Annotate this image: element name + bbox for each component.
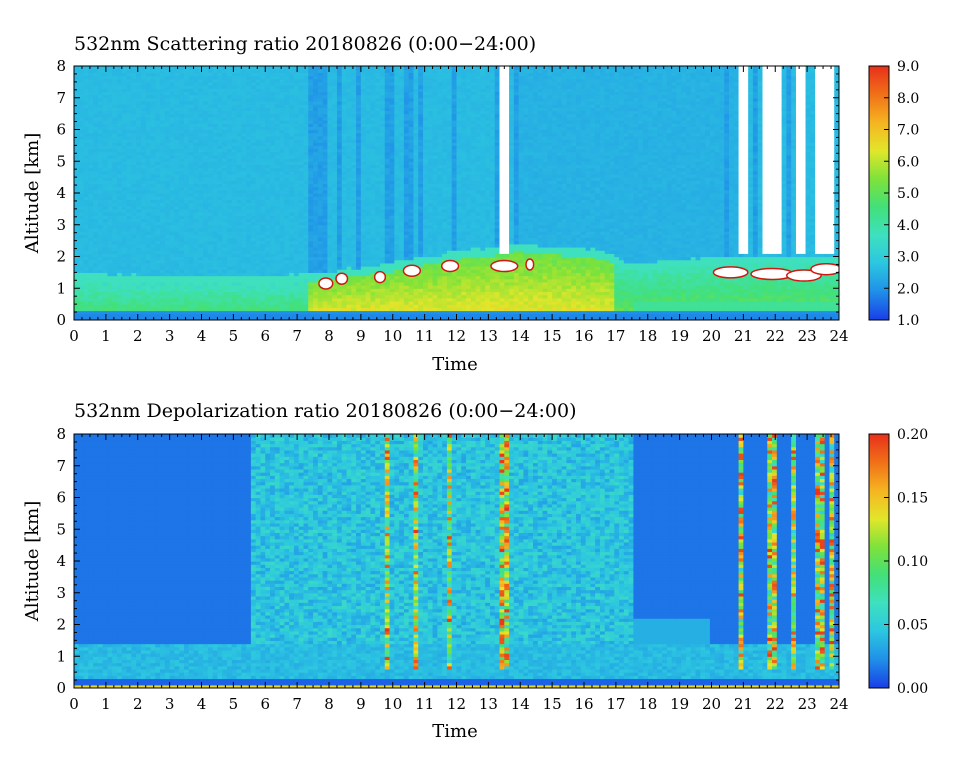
y-tick-label: 8	[56, 425, 66, 443]
x-tick-label: 11	[415, 695, 434, 713]
x-tick-label: 1	[101, 695, 111, 713]
colorbar-tick-label: 0.05	[897, 618, 928, 634]
x-tick-label: 12	[447, 695, 466, 713]
y-tick-label: 1	[56, 647, 66, 665]
y-tick-label: 2	[56, 616, 66, 634]
x-tick-label: 13	[479, 327, 498, 345]
y-tick-label: 6	[56, 489, 66, 507]
colorbar-tick-label: 5.0	[897, 186, 919, 202]
y-tick-label: 4	[56, 184, 66, 202]
y-tick-label: 3	[56, 584, 66, 602]
depolarization-ratio-panel: 532nm Depolarization ratio 20180826 (0:0…	[22, 400, 928, 742]
x-tick-label: 0	[69, 327, 79, 345]
x-tick-label: 20	[702, 695, 721, 713]
x-tick-label: 9	[356, 695, 366, 713]
colorbar-tick-label: 0.00	[897, 681, 928, 697]
x-tick-label: 16	[574, 695, 593, 713]
x-tick-label: 7	[292, 327, 302, 345]
x-tick-label: 13	[479, 695, 498, 713]
x-tick-label: 17	[606, 695, 625, 713]
x-tick-label: 19	[670, 327, 689, 345]
x-tick-label: 22	[766, 327, 785, 345]
x-tick-label: 24	[829, 695, 848, 713]
x-tick-label: 3	[165, 327, 175, 345]
x-tick-label: 2	[133, 695, 143, 713]
x-tick-label: 18	[638, 327, 657, 345]
depolarization-x-axis-label: Time	[432, 721, 477, 742]
y-tick-label: 7	[56, 89, 66, 107]
x-tick-label: 0	[69, 695, 79, 713]
x-tick-label: 17	[606, 327, 625, 345]
colorbar-tick-label: 8.0	[897, 91, 919, 107]
x-tick-label: 23	[798, 695, 817, 713]
x-tick-label: 3	[165, 695, 175, 713]
x-tick-label: 20	[702, 327, 721, 345]
x-tick-label: 14	[511, 695, 530, 713]
y-tick-label: 1	[56, 279, 66, 297]
y-tick-label: 8	[56, 57, 66, 75]
y-tick-label: 6	[56, 121, 66, 139]
x-tick-label: 6	[260, 327, 270, 345]
depolarization-y-axis-label: Altitude [km]	[22, 501, 43, 623]
scattering-title: 532nm Scattering ratio 20180826 (0:00−24…	[74, 33, 536, 55]
x-tick-label: 8	[324, 695, 334, 713]
colorbar-tick-label: 1.0	[897, 313, 919, 329]
colorbar-tick-label: 0.10	[897, 554, 928, 570]
y-tick-label: 4	[56, 552, 66, 570]
x-tick-label: 22	[766, 695, 785, 713]
depolarization-heatmap	[74, 434, 840, 689]
colorbar-tick-label: 6.0	[897, 154, 919, 170]
colorbar-tick-label: 0.20	[897, 427, 928, 443]
depolarization-colorbar: 0.00 0.05 0.10 0.15 0.20	[869, 427, 928, 697]
y-tick-label: 5	[56, 520, 66, 538]
scattering-x-axis-label: Time	[432, 354, 477, 375]
x-tick-label: 1	[101, 327, 111, 345]
x-tick-label: 10	[383, 695, 402, 713]
y-tick-label: 2	[56, 248, 66, 266]
scattering-y-axis-label: Altitude [km]	[22, 133, 43, 255]
x-tick-label: 23	[798, 327, 817, 345]
x-tick-label: 12	[447, 327, 466, 345]
colorbar-tick-label: 9.0	[897, 59, 919, 75]
x-tick-label: 7	[292, 695, 302, 713]
colorbar-tick-label: 2.0	[897, 281, 919, 297]
x-tick-label: 21	[734, 327, 753, 345]
x-tick-label: 6	[260, 695, 270, 713]
y-tick-label: 0	[56, 311, 66, 329]
colorbar-tick-label: 0.15	[897, 491, 928, 507]
x-tick-label: 19	[670, 695, 689, 713]
x-tick-label: 5	[229, 327, 239, 345]
y-tick-label: 0	[56, 679, 66, 697]
x-tick-label: 14	[511, 327, 530, 345]
x-tick-label: 15	[543, 327, 562, 345]
x-tick-label: 16	[574, 327, 593, 345]
colorbar-tick-label: 4.0	[897, 218, 919, 234]
x-tick-label: 2	[133, 327, 143, 345]
x-tick-label: 11	[415, 327, 434, 345]
x-tick-label: 4	[197, 327, 207, 345]
colorbar-tick-label: 3.0	[897, 250, 919, 266]
scattering-ratio-panel: 532nm Scattering ratio 20180826 (0:00−24…	[22, 33, 919, 375]
colorbar-tick-label: 7.0	[897, 123, 919, 139]
y-tick-label: 7	[56, 457, 66, 475]
scattering-heatmap	[74, 66, 842, 321]
x-tick-label: 10	[383, 327, 402, 345]
x-tick-label: 9	[356, 327, 366, 345]
depolarization-title: 532nm Depolarization ratio 20180826 (0:0…	[74, 400, 576, 422]
x-tick-label: 15	[543, 695, 562, 713]
y-tick-label: 5	[56, 152, 66, 170]
x-tick-label: 4	[197, 695, 207, 713]
x-tick-label: 21	[734, 695, 753, 713]
x-tick-label: 5	[229, 695, 239, 713]
scattering-colorbar: 1.0 2.0 3.0 4.0 5.0 6.0 7.0 8.0 9.0	[869, 59, 919, 329]
y-tick-label: 3	[56, 216, 66, 234]
x-tick-label: 24	[829, 327, 848, 345]
x-tick-label: 18	[638, 695, 657, 713]
x-tick-label: 8	[324, 327, 334, 345]
